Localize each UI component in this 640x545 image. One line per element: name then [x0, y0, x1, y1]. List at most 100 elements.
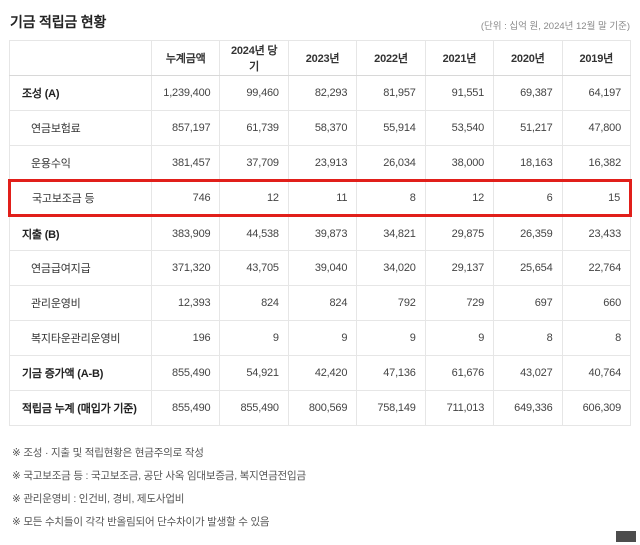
cell-value: 37,709 [219, 145, 289, 181]
cell-value: 606,309 [561, 390, 632, 426]
table-row: 적립금 누계 (매입가 기준) 855,490 855,490 800,569 758,… [9, 390, 632, 426]
row-label: 기금 증가액 (A-B) [9, 355, 152, 391]
cell-value: 39,040 [287, 250, 358, 286]
cell-value: 711,013 [424, 390, 495, 426]
cell-value: 649,336 [493, 390, 563, 426]
footnote: ※ 조성 · 지출 및 적립현황은 현금주의로 작성 [12, 447, 204, 459]
watermark [616, 531, 636, 542]
column-header: 2023년 [287, 40, 358, 76]
cell-value: 855,490 [150, 355, 221, 391]
cell-value: 9 [219, 320, 289, 356]
row-label: 복지타운관리운영비 [9, 320, 152, 356]
cell-value: 746 [150, 179, 221, 217]
table-row: 운용수익 381,457 37,709 23,913 26,034 38,000 18,16… [9, 145, 632, 181]
row-label: 연금급여지급 [9, 250, 152, 286]
cell-value: 47,136 [356, 355, 426, 391]
table-row: 지출 (B) 383,909 44,538 39,873 34,821 29,875 26,… [9, 215, 632, 251]
column-header: 2019년 [561, 40, 632, 76]
cell-value: 82,293 [287, 75, 358, 111]
footnote: ※ 관리운영비 : 인건비, 경비, 제도사업비 [12, 493, 185, 505]
cell-value: 43,705 [219, 250, 289, 286]
table-row: 복지타운관리운영비 196 9 9 9 9 8 8 [9, 320, 632, 356]
cell-value: 1,239,400 [150, 75, 221, 111]
cell-value: 11 [287, 179, 358, 217]
cell-value: 16,382 [561, 145, 632, 181]
column-header: 2021년 [424, 40, 495, 76]
unit-note: (단위 : 십억 원, 2024년 12월 말 기준) [480, 21, 630, 32]
cell-value: 39,873 [287, 215, 358, 251]
row-label: 지출 (B) [9, 215, 152, 251]
cell-value: 22,764 [561, 250, 632, 286]
cell-value: 64,197 [561, 75, 632, 111]
cell-value: 29,875 [424, 215, 495, 251]
cell-value: 53,540 [424, 110, 495, 146]
cell-value: 34,020 [356, 250, 426, 286]
row-label-header [9, 40, 152, 76]
column-header: 2024년 당기 [219, 40, 289, 76]
cell-value: 371,320 [150, 250, 221, 286]
cell-value: 8 [356, 179, 426, 217]
page-header: 기금 적립금 현황 (단위 : 십억 원, 2024년 12월 말 기준) [8, 12, 632, 40]
table-row: 연금보험료 857,197 61,739 58,370 55,914 53,540 51,2… [9, 110, 632, 146]
cell-value: 51,217 [493, 110, 563, 146]
cell-value: 29,137 [424, 250, 495, 286]
cell-value: 18,163 [493, 145, 563, 181]
cell-value: 196 [150, 320, 221, 356]
cell-value: 58,370 [287, 110, 358, 146]
row-label: 국고보조금 등 [8, 179, 152, 217]
cell-value: 26,034 [356, 145, 426, 181]
table-header-row: 누계금액 2024년 당기 2023년 2022년 2021년 2020년 2019년 [9, 40, 632, 76]
row-label: 운용수익 [9, 145, 152, 181]
cell-value: 25,654 [493, 250, 563, 286]
row-label: 조성 (A) [9, 75, 152, 111]
highlighted-table-row: 국고보조금 등 746 12 11 8 12 6 15 [8, 179, 633, 217]
column-header: 2022년 [356, 40, 426, 76]
cell-value: 12 [424, 179, 495, 217]
fund-table: 누계금액 2024년 당기 2023년 2022년 2021년 2020년 2019년 조성… [8, 40, 633, 426]
cell-value: 758,149 [356, 390, 426, 426]
cell-value: 99,460 [219, 75, 289, 111]
cell-value: 855,490 [150, 390, 221, 426]
cell-value: 61,739 [219, 110, 289, 146]
page-title: 기금 적립금 현황 [10, 14, 107, 30]
row-label: 관리운영비 [9, 285, 152, 321]
cell-value: 43,027 [493, 355, 563, 391]
cell-value: 47,800 [561, 110, 632, 146]
column-header: 2020년 [493, 40, 563, 76]
cell-value: 38,000 [424, 145, 495, 181]
cell-value: 54,921 [219, 355, 289, 391]
cell-value: 55,914 [356, 110, 426, 146]
cell-value: 660 [561, 285, 632, 321]
footnote: ※ 국고보조금 등 : 국고보조금, 공단 사옥 임대보증금, 복지연금전입금 [12, 470, 306, 482]
cell-value: 9 [287, 320, 358, 356]
footnote: ※ 모든 수치들이 각각 반올림되어 단수차이가 발생할 수 있음 [12, 516, 270, 528]
cell-value: 23,433 [561, 215, 632, 251]
cell-value: 792 [356, 285, 426, 321]
row-label: 연금보험료 [9, 110, 152, 146]
column-header: 누계금액 [150, 40, 221, 76]
cell-value: 9 [424, 320, 495, 356]
cell-value: 381,457 [150, 145, 221, 181]
cell-value: 69,387 [493, 75, 563, 111]
cell-value: 44,538 [219, 215, 289, 251]
cell-value: 81,957 [356, 75, 426, 111]
cell-value: 12 [219, 179, 289, 217]
footnotes: ※ 조성 · 지출 및 적립현황은 현금주의로 작성 ※ 국고보조금 등 : 국고… [8, 445, 632, 529]
cell-value: 729 [424, 285, 495, 321]
cell-value: 697 [493, 285, 563, 321]
fund-table-body: 조성 (A) 1,239,400 99,460 82,293 81,957 91,551 6… [8, 75, 633, 426]
cell-value: 857,197 [150, 110, 221, 146]
cell-value: 12,393 [150, 285, 221, 321]
cell-value: 91,551 [424, 75, 495, 111]
cell-value: 855,490 [219, 390, 289, 426]
cell-value: 23,913 [287, 145, 358, 181]
cell-value: 61,676 [424, 355, 495, 391]
table-row: 기금 증가액 (A-B) 855,490 54,921 42,420 47,136 61,… [9, 355, 632, 391]
row-label: 적립금 누계 (매입가 기준) [9, 390, 152, 426]
cell-value: 383,909 [150, 215, 221, 251]
cell-value: 8 [493, 320, 563, 356]
cell-value: 6 [493, 179, 563, 217]
cell-value: 824 [219, 285, 289, 321]
cell-value: 26,359 [493, 215, 563, 251]
cell-value: 42,420 [287, 355, 358, 391]
